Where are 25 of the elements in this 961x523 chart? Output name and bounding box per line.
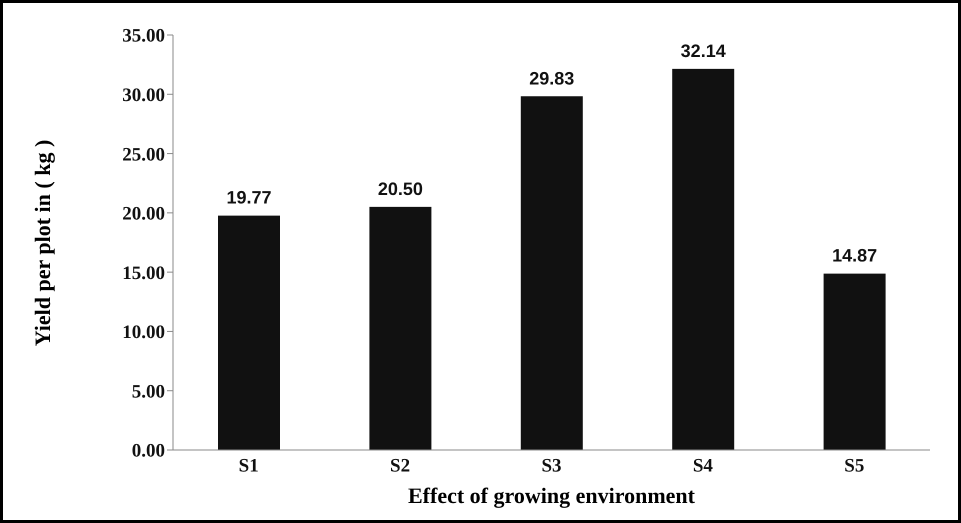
data-label: 19.77: [226, 188, 272, 208]
y-tick-label: 0.00: [132, 440, 165, 462]
y-tick-label: 10.00: [122, 322, 165, 344]
y-tick-label: 25.00: [122, 144, 165, 166]
bar: [824, 274, 886, 450]
bar: [218, 216, 280, 450]
bar: [369, 206, 432, 450]
data-label: 32.14: [680, 40, 726, 61]
y-tick-label: 20.00: [122, 204, 165, 225]
bar: [672, 68, 734, 450]
y-tick-label: 5.00: [132, 381, 165, 402]
y-axis-title: Yield per plot in ( kg ): [30, 140, 56, 346]
data-label: 20.50: [378, 178, 423, 199]
data-label: 14.87: [832, 246, 878, 266]
x-axis-title: Effect of growing environment: [407, 483, 696, 509]
y-tick-label: 15.00: [122, 262, 165, 284]
x-tick-label: S4: [692, 455, 714, 476]
x-tick-label: S3: [541, 455, 562, 476]
x-tick-label: S1: [238, 455, 259, 476]
data-label: 29.83: [529, 68, 574, 88]
x-tick-label: S5: [844, 455, 864, 476]
x-tick-label: S2: [390, 455, 410, 476]
y-tick-label: 30.00: [122, 85, 165, 106]
bar: [520, 96, 583, 450]
y-tick-label: 35.00: [122, 26, 165, 47]
